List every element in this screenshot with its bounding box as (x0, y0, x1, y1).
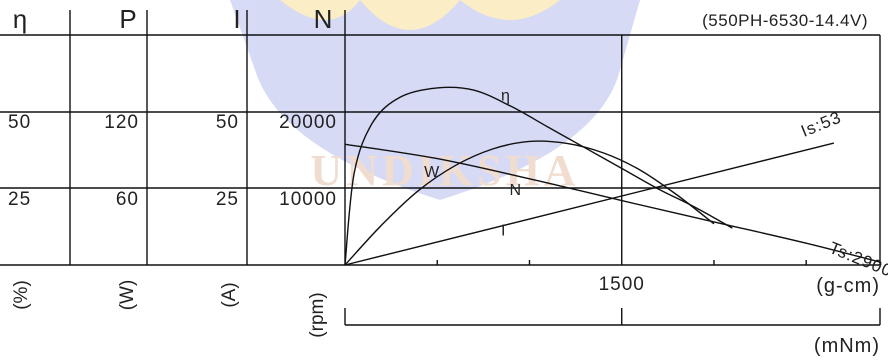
series-line-0 (344, 86, 733, 266)
tick-label-3-0: 20000 (279, 112, 337, 133)
y-unit-0: (%) (11, 280, 32, 310)
annotation-0: η (501, 87, 511, 104)
series-lines (344, 86, 881, 266)
annotation-2: W (424, 164, 440, 181)
axis-symbol-3: N (314, 4, 333, 34)
tick-label-2-0: 50 (216, 112, 239, 133)
chart-title: (550PH-6530-14.4V) (702, 11, 868, 30)
y-unit-2: (A) (219, 282, 240, 307)
x-unit-secondary: (mNm) (814, 335, 880, 357)
y-unit-3: (rpm) (307, 292, 328, 337)
tick-label-1-1: 60 (116, 189, 139, 210)
x-unit-primary: (g-cm) (816, 275, 880, 297)
tick-label-1-0: 120 (104, 112, 139, 133)
annotation-3: I (501, 223, 506, 240)
series-line-3 (344, 142, 835, 266)
secondary-x-axis (344, 308, 881, 326)
tick-label-2-1: 25 (216, 189, 239, 210)
annotation-1: N (509, 182, 522, 199)
axis-symbol-2: I (233, 4, 240, 34)
y-unit-1: (W) (117, 280, 138, 311)
tick-label-0-0: 50 (8, 112, 31, 133)
series-line-1 (344, 143, 881, 263)
tick-label-0-1: 25 (8, 189, 31, 210)
axis-symbol-1: P (119, 4, 136, 34)
tick-labels: 50 25 120 60 50 25 20000 10000 1500 (8, 112, 645, 295)
watermark-logo: UNDIKSHA (230, 0, 640, 200)
axis-symbol-0: η (13, 4, 27, 34)
axis-units: (%) (W) (A) (rpm) (g-cm) (mNm) (11, 275, 880, 357)
tick-label-3-1: 10000 (279, 189, 337, 210)
x-tick-label-0: 1500 (599, 274, 645, 295)
series-line-2 (344, 140, 715, 266)
grid (0, 10, 881, 326)
